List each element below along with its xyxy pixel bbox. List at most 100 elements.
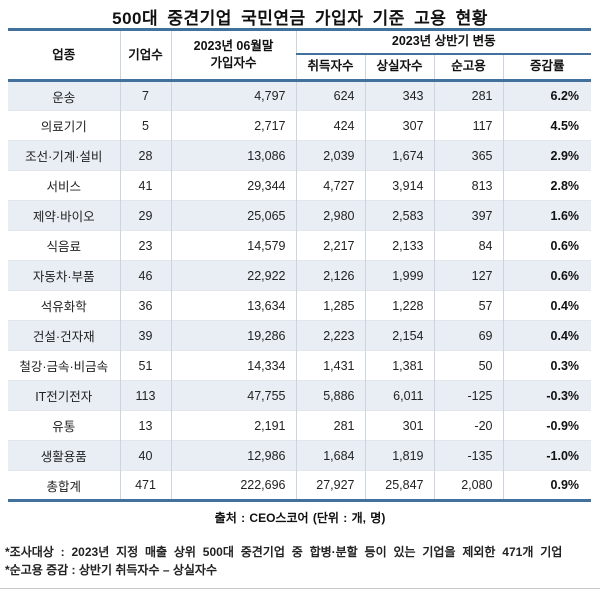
cell-industry: 조선·기계·설비 <box>8 140 120 171</box>
footnote-survey-scope: *조사대상 : 2023년 지정 매출 상위 500대 중견기업 중 합병·분할… <box>5 545 563 559</box>
cell-subscribers: 2,191 <box>170 410 296 441</box>
cell-lost: 2,133 <box>364 230 434 261</box>
cell-subscribers: 14,579 <box>170 230 296 261</box>
source-line: 출처 : CEO스코어 (단위 : 개, 명) <box>214 511 386 525</box>
table-header: 업종 기업수 2023년 06월말 가입자수 2023년 상반기 변동 취득자수… <box>8 29 592 81</box>
cell-acquired: 1,285 <box>295 290 365 321</box>
cell-rate: 0.4% <box>502 290 592 321</box>
header-change-group: 2023년 상반기 변동 <box>296 29 592 55</box>
cell-acquired: 2,223 <box>295 320 365 351</box>
cell-industry: 자동차·부품 <box>8 260 120 291</box>
page-title: 500대 중견기업 국민연금 가입자 기준 고용 현황 <box>112 9 488 28</box>
cell-companies: 28 <box>119 140 171 171</box>
cell-companies: 40 <box>119 440 171 471</box>
footnotes: *조사대상 : 2023년 지정 매출 상위 500대 중견기업 중 합병·분할… <box>5 544 594 579</box>
cell-companies: 5 <box>119 110 171 141</box>
cell-companies: 23 <box>119 230 171 261</box>
table-row: 생활용품 40 12,986 1,684 1,819 -135 -1.0% <box>8 440 592 471</box>
cell-net: 281 <box>433 80 503 111</box>
bottom-divider <box>0 588 600 589</box>
header-subscribers-line1: 2023년 06월말 <box>193 39 274 54</box>
cell-industry: 서비스 <box>8 170 120 201</box>
cell-net: 57 <box>433 290 503 321</box>
cell-lost: 1,674 <box>364 140 434 171</box>
cell-lost: 1,228 <box>364 290 434 321</box>
cell-subscribers: 14,334 <box>170 350 296 381</box>
cell-subscribers: 4,797 <box>170 80 296 111</box>
cell-acquired: 5,886 <box>295 380 365 411</box>
cell-subscribers: 47,755 <box>170 380 296 411</box>
cell-acquired: 281 <box>295 410 365 441</box>
header-subscribers-line2: 가입자수 <box>210 56 257 70</box>
cell-lost: 301 <box>364 410 434 441</box>
cell-companies: 13 <box>119 410 171 441</box>
cell-acquired: 2,217 <box>295 230 365 261</box>
table-row: 건설·건자재 39 19,286 2,223 2,154 69 0.4% <box>8 320 592 351</box>
header-acquired: 취득자수 <box>296 53 365 81</box>
cell-acquired: 624 <box>295 80 365 111</box>
table-row: 자동차·부품 46 22,922 2,126 1,999 127 0.6% <box>8 260 592 291</box>
table-row: 식음료 23 14,579 2,217 2,133 84 0.6% <box>8 230 592 261</box>
cell-acquired: 424 <box>295 110 365 141</box>
cell-industry: 석유화학 <box>8 290 120 321</box>
table-row-total: 총합계 471 222,696 27,927 25,847 2,080 0.9% <box>8 470 592 501</box>
cell-acquired: 4,727 <box>295 170 365 201</box>
cell-subscribers: 222,696 <box>170 470 296 501</box>
cell-rate: 1.6% <box>502 200 592 231</box>
header-lost: 상실자수 <box>364 53 434 81</box>
cell-companies: 39 <box>119 320 171 351</box>
header-rate: 증감률 <box>502 53 592 81</box>
cell-lost: 2,583 <box>364 200 434 231</box>
table-row: 의료기기 5 2,717 424 307 117 4.5% <box>8 110 592 141</box>
cell-acquired: 1,431 <box>295 350 365 381</box>
cell-industry: 총합계 <box>8 470 120 501</box>
cell-lost: 3,914 <box>364 170 434 201</box>
cell-companies: 471 <box>119 470 171 501</box>
cell-rate: 6.2% <box>502 80 592 111</box>
cell-industry: IT전기전자 <box>8 380 120 411</box>
cell-net: 69 <box>433 320 503 351</box>
cell-lost: 2,154 <box>364 320 434 351</box>
cell-net: 117 <box>433 110 503 141</box>
cell-rate: 0.9% <box>502 470 592 501</box>
cell-rate: 0.6% <box>502 260 592 291</box>
cell-industry: 제약·바이오 <box>8 200 120 231</box>
cell-net: 127 <box>433 260 503 291</box>
cell-subscribers: 19,286 <box>170 320 296 351</box>
cell-lost: 1,381 <box>364 350 434 381</box>
header-subscribers: 2023년 06월말 가입자수 <box>171 29 297 81</box>
footnote-net-definition: *순고용 증감 : 상반기 취득자수 – 상실자수 <box>5 562 217 577</box>
cell-net: 84 <box>433 230 503 261</box>
cell-lost: 1,999 <box>364 260 434 291</box>
cell-net: -125 <box>433 380 503 411</box>
cell-acquired: 27,927 <box>295 470 365 501</box>
cell-companies: 36 <box>119 290 171 321</box>
cell-rate: 0.4% <box>502 320 592 351</box>
header-net: 순고용 <box>433 53 503 81</box>
cell-net: -135 <box>433 440 503 471</box>
cell-net: 50 <box>433 350 503 381</box>
cell-subscribers: 25,065 <box>170 200 296 231</box>
cell-industry: 철강·금속·비금속 <box>8 350 120 381</box>
cell-industry: 운송 <box>52 90 76 105</box>
table-row: 제약·바이오 29 25,065 2,980 2,583 397 1.6% <box>8 200 592 231</box>
cell-rate: -0.9% <box>502 410 592 441</box>
table-row: 철강·금속·비금속 51 14,334 1,431 1,381 50 0.3% <box>8 350 592 381</box>
cell-subscribers: 22,922 <box>170 260 296 291</box>
table-body: 운송 7 4,797 624 343 281 6.2% 의료기기 5 2,717 424 307 117… <box>8 80 592 501</box>
cell-subscribers: 12,986 <box>170 440 296 471</box>
cell-net: -20 <box>433 410 503 441</box>
table-row: 서비스 41 29,344 4,727 3,914 813 2.8% <box>8 170 592 201</box>
cell-acquired: 1,684 <box>295 440 365 471</box>
cell-companies: 41 <box>119 170 171 201</box>
cell-rate: 0.3% <box>502 350 592 381</box>
cell-industry: 유통 <box>8 410 120 441</box>
cell-acquired: 2,039 <box>295 140 365 171</box>
cell-rate: -0.3% <box>502 380 592 411</box>
cell-industry: 생활용품 <box>8 440 120 471</box>
cell-subscribers: 2,717 <box>170 110 296 141</box>
table-row: 조선·기계·설비 28 13,086 2,039 1,674 365 2.9% <box>8 140 592 171</box>
cell-net: 365 <box>433 140 503 171</box>
cell-rate: -1.0% <box>502 440 592 471</box>
